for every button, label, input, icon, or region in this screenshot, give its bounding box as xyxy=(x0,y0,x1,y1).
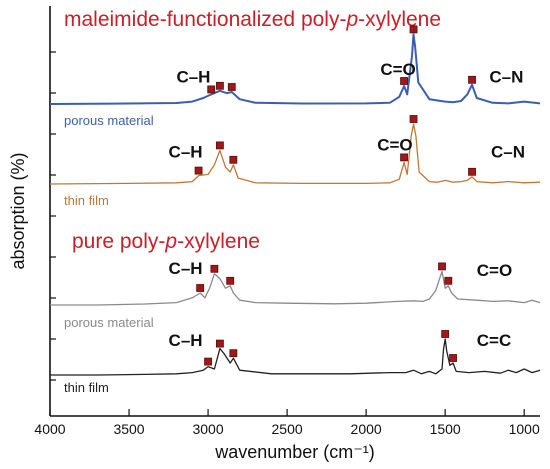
peak-marker xyxy=(229,155,238,164)
spectrum-3: C–H C=C thin film xyxy=(50,330,541,395)
sample-label: porous material xyxy=(64,315,154,330)
peak-marker xyxy=(194,166,203,175)
peak-marker xyxy=(468,75,476,84)
peak-marker xyxy=(226,276,235,285)
peak-marker xyxy=(216,339,224,348)
x-tick-label: 3500 xyxy=(113,421,144,437)
spectrum-line xyxy=(49,123,541,185)
sample-label: porous material xyxy=(64,113,154,128)
x-tick-label: 3000 xyxy=(192,421,223,437)
peak-marker xyxy=(409,115,418,123)
sample-label: thin film xyxy=(64,193,109,208)
bond-label: C–H xyxy=(176,67,210,86)
bond-label: C=O xyxy=(477,261,512,280)
section-title: maleimide-functionalized poly-p-xylylene xyxy=(64,8,441,31)
peak-marker xyxy=(216,141,224,150)
spectrum-line xyxy=(50,338,541,376)
peak-marker xyxy=(229,349,238,358)
peak-marker xyxy=(400,153,408,162)
peak-marker xyxy=(196,284,205,292)
bond-label: C=C xyxy=(477,331,511,350)
section-title: pure poly-p-xylylene xyxy=(72,230,260,253)
spectrum-0: C–H C=O C–N porous material xyxy=(49,25,541,128)
x-tick-label: 1000 xyxy=(509,421,540,437)
bond-label: C=O xyxy=(380,60,415,79)
bond-label: C–H xyxy=(169,259,203,278)
bond-label: C=O xyxy=(377,135,412,154)
spectrum-1: C–H C=O C–N thin film xyxy=(49,115,541,208)
bond-label: C–N xyxy=(489,67,523,86)
spectrum-2: C–H C=O porous material xyxy=(50,259,541,330)
x-axis-title: wavenumber (cm⁻¹) xyxy=(214,442,375,462)
bond-label: C–H xyxy=(169,331,203,350)
bond-label: C–H xyxy=(169,143,203,162)
peak-marker xyxy=(227,83,236,91)
sample-label: thin film xyxy=(64,380,109,395)
bond-label: C–N xyxy=(491,143,525,162)
x-tick-label: 2500 xyxy=(272,421,303,437)
peak-marker xyxy=(468,167,476,176)
peak-marker xyxy=(449,354,457,362)
peak-marker xyxy=(438,262,446,271)
peak-marker xyxy=(400,77,408,85)
peak-marker xyxy=(409,25,418,34)
peak-marker xyxy=(441,330,450,338)
spectrum-line xyxy=(49,33,541,105)
x-tick-label: 2000 xyxy=(351,421,382,437)
peak-marker xyxy=(204,357,212,366)
peak-marker xyxy=(444,276,453,285)
peak-marker xyxy=(216,81,224,90)
peak-marker xyxy=(210,264,219,273)
peak-marker xyxy=(207,85,216,94)
y-axis-title: absorption (%) xyxy=(8,152,28,269)
x-tick-label: 1500 xyxy=(430,421,461,437)
spectrum-line xyxy=(50,270,541,306)
x-tick-label: 4000 xyxy=(34,421,65,437)
